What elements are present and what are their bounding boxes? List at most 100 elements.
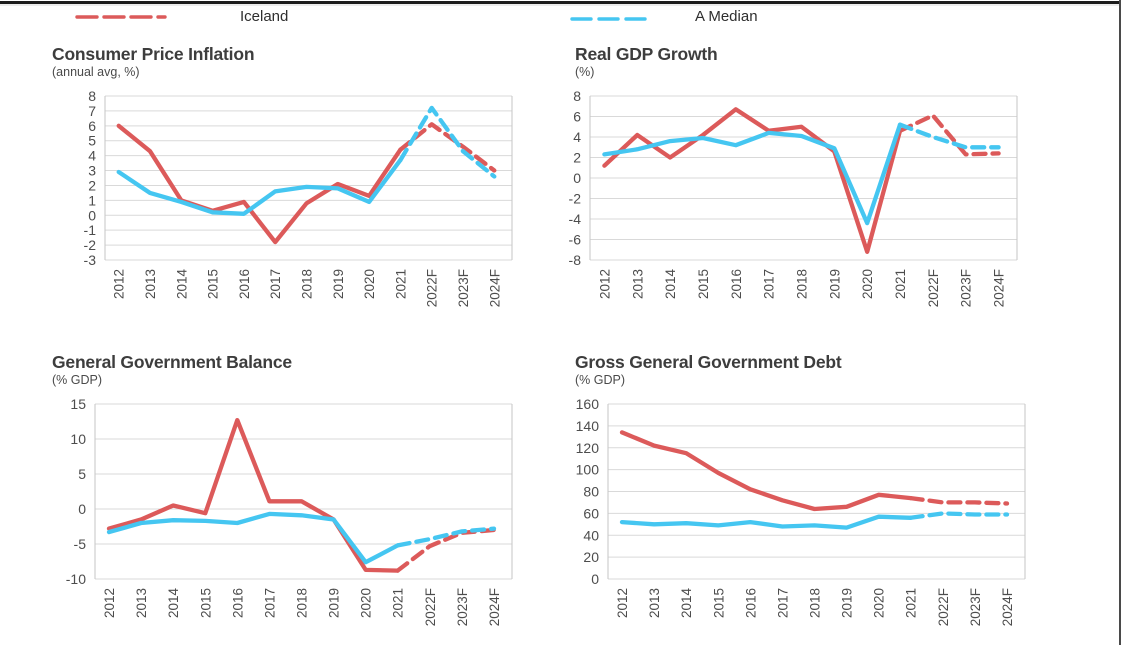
y-axis-tick-label: 0	[78, 501, 86, 517]
a-median-actual-line	[619, 514, 913, 530]
x-axis-tick-label: 2023F	[455, 588, 470, 626]
chart-title: General Government Balance	[52, 352, 292, 372]
x-axis-tick-label: 2015	[696, 269, 711, 299]
x-axis-tick-label: 2024F	[1000, 588, 1015, 626]
x-axis-tick-label: 2016	[230, 588, 245, 618]
x-axis-tick-label: 2018	[795, 269, 810, 299]
x-axis-tick-label: 2022F	[423, 588, 438, 626]
y-axis-tick-label: 80	[583, 484, 599, 500]
a-median-line-swatch-icon	[570, 17, 650, 21]
y-axis-tick-label: 20	[583, 549, 599, 565]
x-axis-tick-label: 2022F	[926, 269, 941, 307]
x-axis-tick-label: 2021	[904, 588, 919, 618]
x-axis-tick-label: 2015	[198, 588, 213, 618]
x-axis-tick-label: 2017	[268, 269, 283, 299]
y-axis-tick-label: 40	[583, 527, 599, 543]
x-axis-tick-label: 2013	[647, 588, 662, 618]
chart-title: Real GDP Growth	[575, 44, 718, 64]
chart-title: Gross General Government Debt	[575, 352, 842, 372]
x-axis-tick-label: 2016	[743, 588, 758, 618]
x-axis-tick-label: 2014	[166, 588, 181, 619]
x-axis-tick-label: 2021	[893, 269, 908, 299]
x-axis-tick-label: 2012	[597, 269, 612, 299]
y-axis-tick-label: 8	[573, 88, 581, 104]
a-median-actual-line	[602, 122, 903, 226]
a-median-forecast-line	[398, 105, 497, 179]
y-axis-tick-label: 4	[88, 148, 96, 164]
x-axis-tick-label: 2019	[331, 269, 346, 299]
y-axis-tick-label: 2	[88, 177, 96, 193]
y-axis-tick-label: 7	[88, 103, 96, 119]
right-border	[1119, 0, 1121, 645]
top-divider	[0, 1, 1121, 4]
y-axis-tick-label: 5	[88, 133, 96, 149]
a-median-forecast-line	[908, 511, 1010, 520]
x-axis-tick-label: 2016	[237, 269, 252, 299]
y-axis-tick-label: -1	[84, 222, 97, 238]
real-gdp-growth-plot: -8 -6 -4 -2 0 2 4 6 8 2012 2013 2014 2015 2016 2017 201…	[569, 88, 1018, 307]
chart-general-government-balance: General Government Balance (% GDP) -10 -5…	[40, 344, 540, 641]
y-axis-tick-label: -5	[74, 536, 87, 552]
y-axis-tick-label: 6	[573, 109, 581, 125]
a-median-actual-line	[106, 511, 400, 565]
a-median-forecast-line	[395, 526, 497, 548]
y-axis-tick-label: -2	[84, 237, 97, 253]
x-axis-tick-label: 2014	[663, 269, 678, 300]
y-axis-tick-label: 0	[591, 571, 599, 587]
x-axis-tick-label: 2017	[775, 588, 790, 618]
iceland-forecast-line	[897, 113, 1001, 157]
y-axis-tick-label: -10	[66, 571, 86, 587]
chart-subtitle: (% GDP)	[575, 373, 625, 387]
x-axis-tick-label: 2017	[762, 269, 777, 299]
a-median-actual-line	[116, 157, 403, 216]
x-axis-tick-label: 2013	[134, 588, 149, 618]
chart-subtitle: (%)	[575, 65, 595, 79]
x-axis-tick-label: 2019	[840, 588, 855, 618]
x-axis-tick-label: 2015	[711, 588, 726, 618]
general-government-balance-plot: -10 -5 0 5 10 15 2012 2013 2014 2015 2016 2017 2018 2…	[66, 396, 513, 626]
chart-subtitle: (annual avg, %)	[52, 65, 140, 79]
x-axis-tick-label: 2020	[860, 269, 875, 299]
chart-consumer-price-inflation: Consumer Price Inflation (annual avg, %)…	[40, 36, 540, 322]
x-axis-tick-label: 2024F	[487, 269, 502, 307]
y-axis-tick-label: 6	[88, 118, 96, 134]
iceland-line-swatch-icon	[75, 15, 167, 19]
x-axis-tick-label: 2012	[615, 588, 630, 618]
iceland-actual-line	[106, 417, 400, 573]
x-axis-tick-label: 2013	[630, 269, 645, 299]
iceland-actual-line	[116, 123, 403, 245]
chart-subtitle: (% GDP)	[52, 373, 102, 387]
y-axis-tick-label: -3	[84, 252, 97, 268]
y-axis-tick-label: 2	[573, 150, 581, 166]
y-axis-tick-label: 160	[576, 396, 600, 412]
y-axis-tick-label: 8	[88, 88, 96, 104]
legend-label-a-median: A Median	[695, 8, 758, 25]
x-axis-tick-label: 2017	[262, 588, 277, 618]
x-axis-tick-label: 2012	[102, 588, 117, 618]
y-axis-tick-label: 100	[576, 462, 600, 478]
y-axis-tick-label: -2	[569, 191, 582, 207]
y-axis-tick-label: 140	[576, 418, 600, 434]
iceland-actual-line	[602, 107, 903, 254]
x-axis-tick-label: 2020	[872, 588, 887, 618]
y-axis-tick-label: 4	[573, 129, 581, 145]
x-axis-tick-label: 2023F	[968, 588, 983, 626]
x-axis-tick-label: 2023F	[456, 269, 471, 307]
x-axis-tick-label: 2013	[143, 269, 158, 299]
x-axis-tick-label: 2022F	[936, 588, 951, 626]
y-axis-tick-label: 15	[70, 396, 86, 412]
chart-real-gdp-growth: Real GDP Growth (%) -8 -6 -4 -2 0 2 4 6 8 2012 201…	[563, 36, 1063, 322]
y-axis-tick-label: -4	[569, 211, 582, 227]
y-axis-tick-label: -6	[569, 232, 582, 248]
x-axis-tick-label: 2018	[295, 588, 310, 618]
x-axis-tick-label: 2021	[391, 588, 406, 618]
x-axis-tick-label: 2022F	[425, 269, 440, 307]
iceland-forecast-line	[908, 495, 1010, 506]
x-axis-tick-label: 2020	[362, 269, 377, 299]
y-axis-tick-label: 3	[88, 163, 96, 179]
iceland-forecast-line	[395, 527, 497, 573]
legend-label-iceland: Iceland	[240, 8, 289, 25]
y-axis-tick-label: -8	[569, 252, 582, 268]
